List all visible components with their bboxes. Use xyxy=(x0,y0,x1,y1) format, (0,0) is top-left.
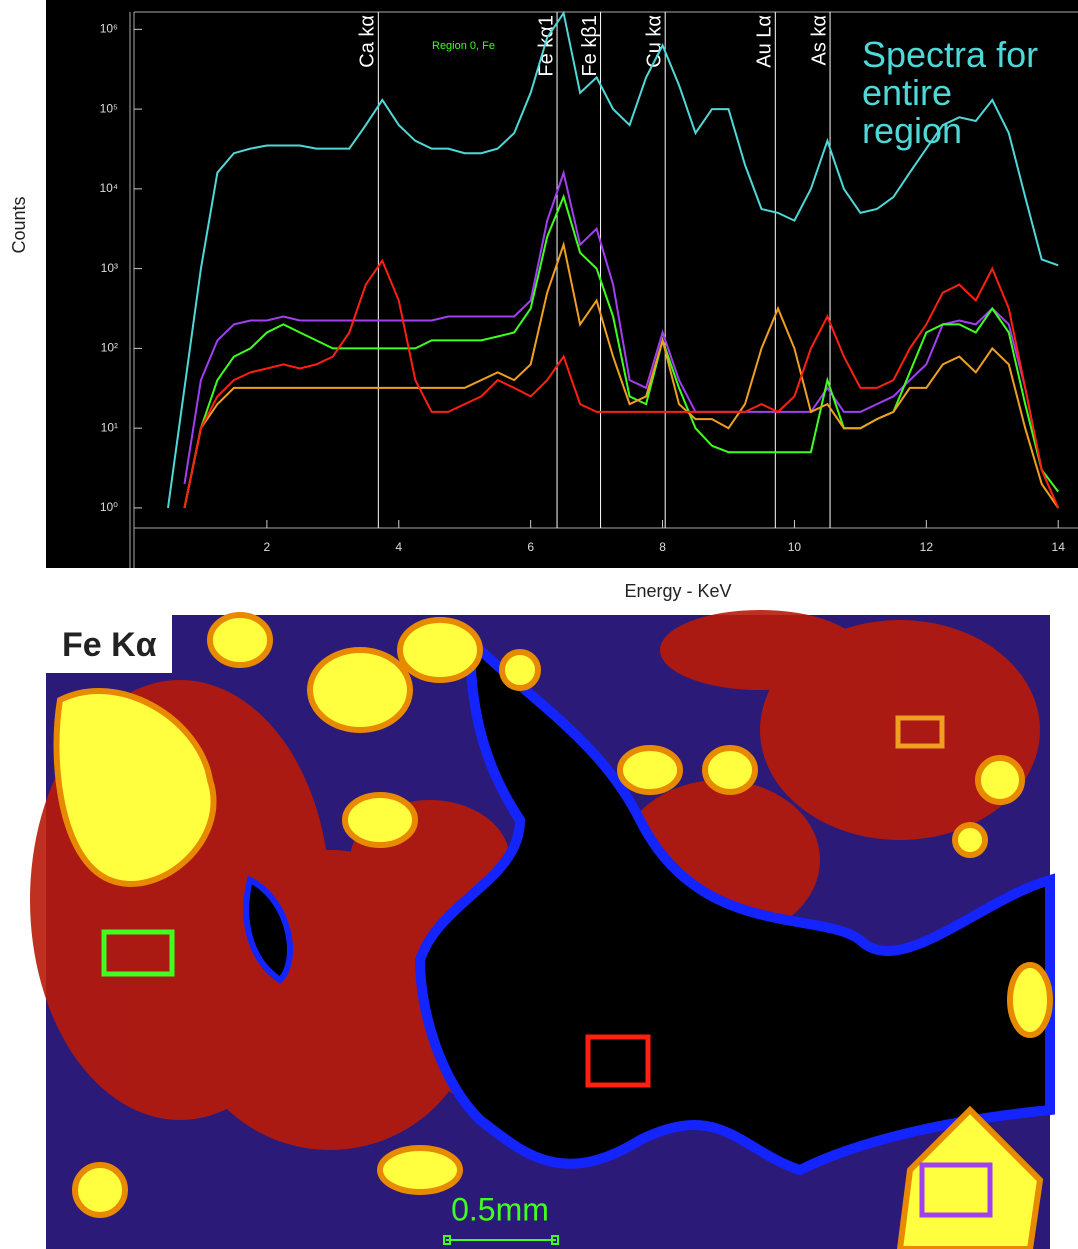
region-box xyxy=(101,929,175,977)
annotation-label: Au Lα xyxy=(754,15,776,68)
series-line xyxy=(183,258,1060,509)
y-tick-label: 10³ xyxy=(101,261,118,275)
x-tick-label: 14 xyxy=(1052,540,1066,554)
x-tick-label: 4 xyxy=(395,540,402,554)
y-axis-label: Counts xyxy=(9,196,29,253)
y-tick-label: 10⁴ xyxy=(99,181,118,195)
y-tick-label: 10² xyxy=(101,341,118,355)
region-box xyxy=(895,715,945,749)
dark-region xyxy=(414,627,1055,1176)
series-line xyxy=(183,169,1060,509)
region-box xyxy=(919,1162,993,1218)
x-tick-label: 6 xyxy=(527,540,534,554)
legend-entry: Spectra for entire region xyxy=(862,34,1039,151)
legend-entry: Region 0, Fe xyxy=(432,40,495,52)
y-tick-label: 10¹ xyxy=(101,420,118,434)
region-box xyxy=(585,1034,651,1088)
scale-bar-label: 0.5mm xyxy=(451,1191,549,1227)
annotation-label: Fe kβ1 xyxy=(579,15,601,77)
annotation-label: As kα xyxy=(808,15,830,65)
x-tick-label: 8 xyxy=(659,540,666,554)
x-tick-label: 2 xyxy=(264,540,271,554)
annotation-label: Cu kα xyxy=(643,15,665,68)
x-axis-label: Energy - KeV xyxy=(624,581,731,601)
plot-background xyxy=(46,0,1078,568)
x-tick-label: 12 xyxy=(920,540,934,554)
annotation-label: Ca kα xyxy=(357,15,379,68)
y-tick-label: 10⁶ xyxy=(100,22,118,36)
scale-bar-end xyxy=(551,1235,559,1245)
series-line xyxy=(183,240,1060,509)
map-title: Fe Kα xyxy=(62,626,157,664)
element-map: Fe Kα 0.5mm xyxy=(30,610,1055,1249)
series-line xyxy=(167,10,1059,509)
y-tick-label: 10⁵ xyxy=(100,101,118,115)
scale-bar-end xyxy=(443,1235,451,1245)
y-tick-label: 10⁰ xyxy=(100,500,118,514)
map-label-box xyxy=(46,615,172,673)
x-tick-label: 10 xyxy=(788,540,802,554)
series-line xyxy=(183,193,1059,509)
